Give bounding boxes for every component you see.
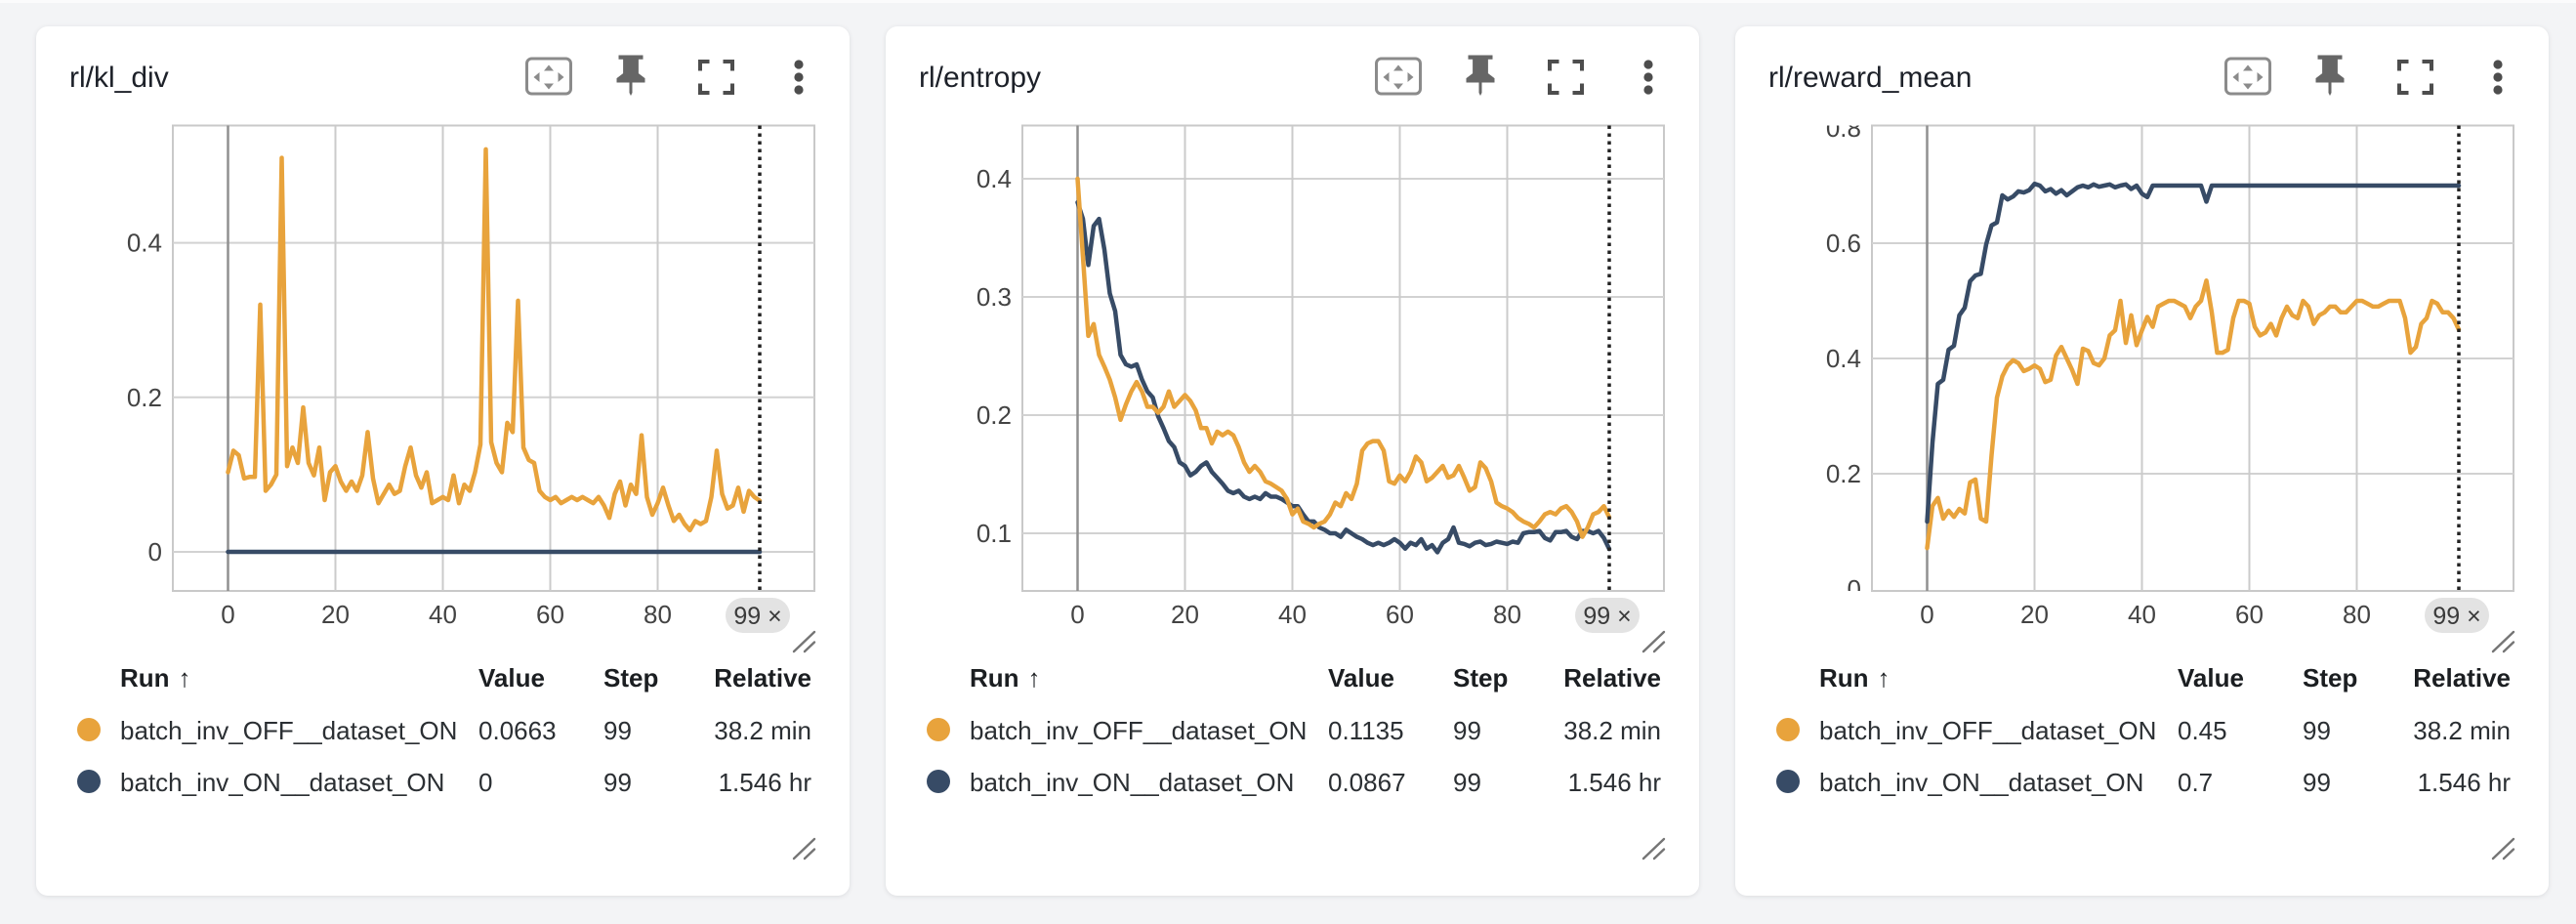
svg-text:0: 0 [1070,600,1084,629]
svg-text:20: 20 [321,600,350,629]
svg-text:0.2: 0.2 [127,383,162,412]
svg-text:0: 0 [221,600,234,629]
svg-text:0.2: 0.2 [976,400,1012,430]
svg-text:99 ×: 99 × [1583,603,1631,630]
svg-text:0: 0 [1920,600,1933,629]
svg-text:40: 40 [429,600,457,629]
svg-text:0.6: 0.6 [1826,229,1861,258]
svg-text:20: 20 [1171,600,1199,629]
svg-text:0.4: 0.4 [1826,344,1861,373]
svg-text:20: 20 [2020,600,2049,629]
svg-text:99 ×: 99 × [733,603,781,630]
svg-text:0.2: 0.2 [1826,459,1861,488]
svg-text:60: 60 [2235,600,2264,629]
svg-text:99 ×: 99 × [2432,603,2480,630]
svg-text:0.3: 0.3 [976,282,1012,312]
svg-text:0: 0 [148,537,162,567]
svg-text:80: 80 [1493,600,1521,629]
svg-text:60: 60 [536,600,564,629]
svg-text:0.8: 0.8 [1826,113,1861,143]
svg-text:40: 40 [2128,600,2156,629]
svg-text:0.4: 0.4 [976,164,1012,193]
svg-text:60: 60 [1386,600,1414,629]
svg-text:0.1: 0.1 [976,519,1012,548]
svg-text:80: 80 [644,600,672,629]
svg-text:40: 40 [1278,600,1307,629]
svg-text:0: 0 [1848,574,1861,604]
svg-text:0.4: 0.4 [127,229,162,258]
svg-text:80: 80 [2343,600,2371,629]
